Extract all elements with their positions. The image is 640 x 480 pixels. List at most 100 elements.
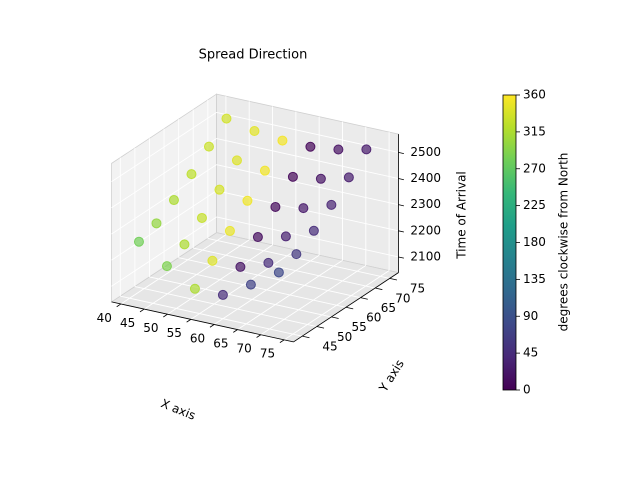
tick-mark <box>398 151 404 154</box>
tick-mark <box>360 297 368 300</box>
z-axis-label: Time of Arrival <box>455 171 469 260</box>
data-point <box>333 144 344 155</box>
x-tick-label: 60 <box>190 331 205 345</box>
colorbar-tick-label: 0 <box>523 383 531 397</box>
x-tick-label: 75 <box>260 347 275 361</box>
data-point <box>231 155 242 166</box>
z-tick-label: 2300 <box>410 197 441 211</box>
x-tick-label: 70 <box>237 342 252 356</box>
grid-line <box>193 247 376 289</box>
tick-mark <box>116 303 122 308</box>
data-point <box>168 195 179 206</box>
y-tick-label: 45 <box>322 339 337 353</box>
tick-mark <box>398 256 404 259</box>
z-tick-label: 2500 <box>410 145 441 159</box>
grid-line <box>149 276 332 318</box>
data-point <box>179 239 190 250</box>
tick-mark <box>398 204 404 207</box>
colorbar-tick-label: 270 <box>523 161 546 175</box>
tick-mark <box>209 324 215 328</box>
grid-line <box>111 216 217 287</box>
data-point <box>189 283 200 294</box>
tick-mark <box>186 319 192 323</box>
grid-line <box>216 216 399 258</box>
x-tick-label: 55 <box>167 326 182 340</box>
tick-mark <box>233 329 238 333</box>
data-point <box>203 141 214 152</box>
data-point <box>326 199 337 210</box>
tick-mark <box>316 326 325 329</box>
data-point <box>315 173 326 184</box>
colorbar-tick-label: 180 <box>523 235 546 249</box>
data-point <box>277 135 288 146</box>
tick-mark <box>139 308 145 313</box>
tick-mark <box>331 316 339 319</box>
data-point <box>196 212 207 223</box>
y-tick-label: 75 <box>410 282 425 296</box>
data-point <box>273 267 284 278</box>
y-tick-label: 70 <box>395 291 410 305</box>
data-point <box>270 201 281 212</box>
data-point <box>298 203 309 214</box>
data-point <box>280 231 291 242</box>
data-point <box>308 225 319 236</box>
data-point <box>242 195 253 206</box>
data-point <box>151 218 162 229</box>
data-point <box>305 141 316 152</box>
z-tick-label: 2400 <box>410 171 441 185</box>
z-tick-label: 2100 <box>410 249 441 263</box>
grid-line <box>111 138 217 209</box>
x-axis-label: X axis <box>159 396 198 422</box>
data-point <box>161 261 172 272</box>
data-point <box>235 261 246 272</box>
tick-mark <box>389 278 398 281</box>
axis-line <box>293 272 399 343</box>
grid-line <box>216 164 399 206</box>
y-tick-label: 50 <box>337 330 352 344</box>
grid-line <box>216 138 399 179</box>
colorbar <box>502 94 517 391</box>
x-tick-label: 40 <box>97 311 112 325</box>
data-point <box>252 232 263 243</box>
tick-mark <box>256 334 262 338</box>
grid-line <box>134 286 317 327</box>
tick-mark <box>163 313 168 318</box>
tick-mark <box>279 339 285 343</box>
colorbar-tick-label: 45 <box>523 346 538 360</box>
data-point <box>207 255 218 266</box>
data-point <box>224 225 235 236</box>
data-point <box>186 169 197 180</box>
data-point <box>133 236 144 247</box>
data-point <box>249 126 260 137</box>
data-point <box>343 172 354 183</box>
data-point <box>214 184 225 195</box>
colorbar-label: degrees clockwise from North <box>557 153 571 332</box>
x-tick-label: 50 <box>143 321 158 335</box>
data-point <box>221 113 232 124</box>
y-tick-label: 60 <box>366 311 381 325</box>
grid-line <box>120 295 303 337</box>
y-tick-label: 55 <box>352 320 367 334</box>
grid-line <box>111 112 217 183</box>
tick-mark <box>375 287 383 291</box>
colorbar-tick-label: 360 <box>523 88 546 102</box>
grid-line <box>111 190 217 261</box>
tick-mark <box>398 230 404 233</box>
x-tick-label: 65 <box>213 336 228 350</box>
colorbar-tick-label: 90 <box>523 309 538 323</box>
data-point <box>291 249 302 260</box>
data-point <box>287 171 298 182</box>
z-tick-label: 2200 <box>410 223 441 237</box>
data-point <box>217 289 228 300</box>
data-point <box>361 144 372 155</box>
y-tick-label: 65 <box>381 301 396 315</box>
data-point <box>259 165 270 176</box>
colorbar-tick-label: 135 <box>523 272 546 286</box>
y-axis-label: Y axis <box>376 357 407 395</box>
chart-title: Spread Direction <box>199 48 308 63</box>
data-point <box>245 279 256 290</box>
colorbar-tick-label: 225 <box>523 198 546 212</box>
axis-line <box>111 301 294 343</box>
grid-line <box>111 164 217 235</box>
